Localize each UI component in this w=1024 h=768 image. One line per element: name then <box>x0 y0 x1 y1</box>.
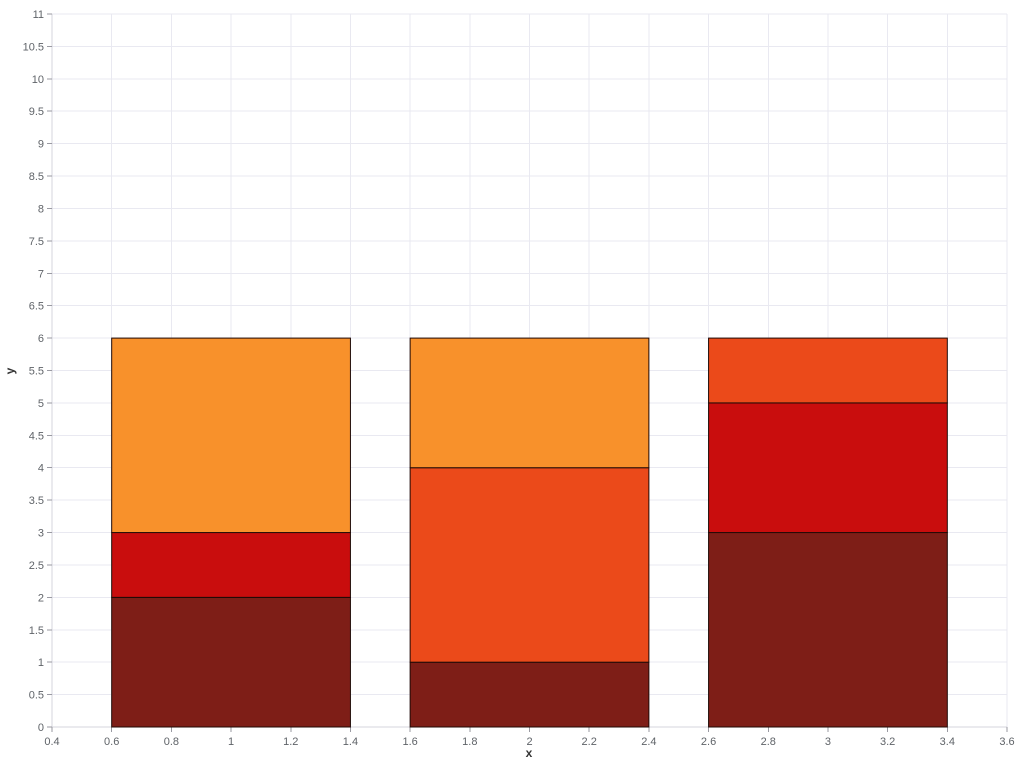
y-tick-label: 11 <box>33 9 44 21</box>
y-tick-label: 6 <box>38 333 44 345</box>
bar-segment <box>708 532 948 728</box>
x-tick-label: 3.6 <box>999 736 1014 748</box>
y-tick-label: 0 <box>38 722 44 734</box>
bar-segment <box>409 337 650 469</box>
y-axis-label: y <box>3 367 17 374</box>
x-tick-label: 2.8 <box>761 736 776 748</box>
x-tick-label: 1 <box>228 736 234 748</box>
y-tick-label: 5.5 <box>29 366 44 378</box>
x-tick-label: 3.2 <box>880 736 895 748</box>
x-tick-label: 0.8 <box>164 736 179 748</box>
x-tick-label: 1.4 <box>343 736 358 748</box>
y-tick-label: 8.5 <box>29 171 44 183</box>
x-tick-label: 2 <box>526 736 532 748</box>
bars <box>111 337 948 728</box>
x-axis-label: x <box>526 746 533 760</box>
y-tick-label: 7.5 <box>29 236 44 248</box>
x-tick-label: 1.8 <box>462 736 477 748</box>
y-tick-label: 6.5 <box>29 301 44 313</box>
bar-segment <box>409 661 650 728</box>
y-tick-label: 10 <box>32 74 44 86</box>
bar-segment <box>708 402 948 534</box>
y-tick-label: 7 <box>38 268 44 280</box>
y-tick-label: 8 <box>38 203 44 215</box>
y-tick-label: 3.5 <box>29 495 44 507</box>
tick-labels: 0.4 0.6 0.8 1 1.2 1.4 1.6 1.8 2 2.2 2.4 2.6 2.8 3 3.2 3… <box>23 9 1015 748</box>
x-tick-label: 2.6 <box>701 736 716 748</box>
bar-segment <box>111 596 351 728</box>
x-tick-label: 0.6 <box>104 736 119 748</box>
y-tick-label: 3 <box>38 528 44 540</box>
y-tick-label: 5 <box>38 398 44 410</box>
x-tick-label: 3.4 <box>940 736 955 748</box>
bar-segment <box>111 337 351 534</box>
x-tick-label: 2.2 <box>582 736 597 748</box>
y-tick-label: 1.5 <box>29 625 44 637</box>
y-tick-label: 4 <box>38 463 44 475</box>
x-tick-label: 0.4 <box>44 736 59 748</box>
x-tick-label: 1.2 <box>283 736 298 748</box>
y-tick-label: 0.5 <box>29 690 44 702</box>
y-tick-label: 2 <box>38 592 44 604</box>
bar-segment <box>708 337 948 404</box>
bar-segment <box>111 532 351 598</box>
y-tick-label: 10.5 <box>23 41 44 53</box>
y-tick-label: 9.5 <box>29 106 44 118</box>
bar-segment <box>409 467 650 663</box>
y-tick-label: 1 <box>38 657 44 669</box>
y-tick-label: 2.5 <box>29 560 44 572</box>
x-tick-label: 1.6 <box>402 736 417 748</box>
y-tick-label: 4.5 <box>29 430 44 442</box>
y-tick-label: 9 <box>38 139 44 151</box>
x-tick-label: 2.4 <box>641 736 656 748</box>
x-tick-label: 3 <box>825 736 831 748</box>
